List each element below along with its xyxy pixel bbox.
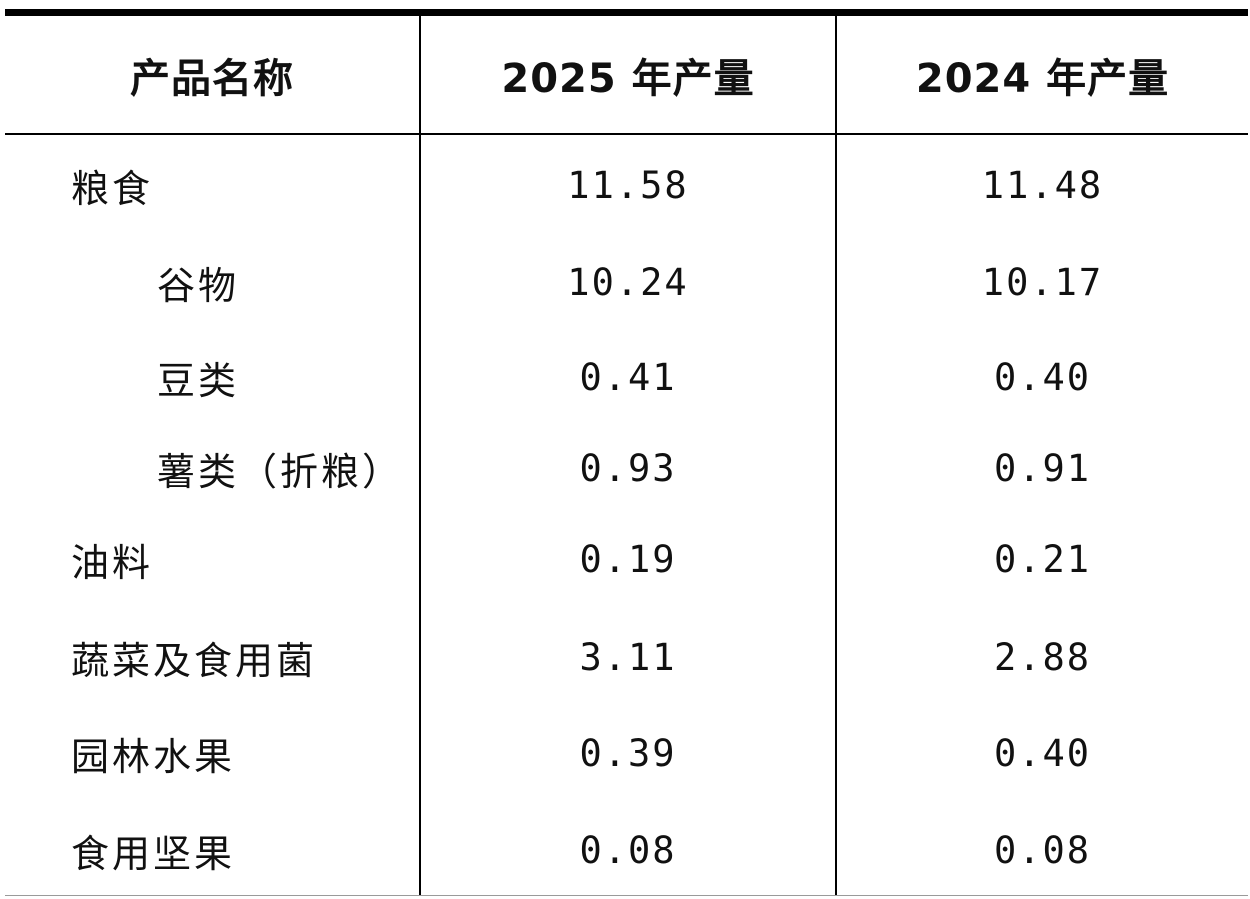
product-name: 豆类 <box>157 358 240 403</box>
table-row: 食用坚果 0.08 0.08 <box>5 810 1248 890</box>
table-row: 油料 0.19 0.21 <box>5 519 1248 599</box>
table-row: 粮食 11.58 11.48 <box>5 145 1248 225</box>
output-2024-cell: 0.40 <box>993 731 1092 775</box>
output-2024-cell: 0.40 <box>993 355 1092 399</box>
output-2024-cell: 10.17 <box>981 260 1104 304</box>
header-output-2025: 2025 年产量 <box>501 55 755 102</box>
output-2024-cell: 0.91 <box>993 446 1092 490</box>
product-name: 食用坚果 <box>71 831 236 876</box>
product-name-cell: 食用坚果 <box>5 810 419 890</box>
table-row: 蔬菜及食用菌 3.11 2.88 <box>5 617 1248 697</box>
table-row: 谷物 10.24 10.17 <box>5 242 1248 322</box>
product-name: 蔬菜及食用菌 <box>71 638 318 683</box>
output-2025-cell: 0.93 <box>579 446 677 490</box>
product-name-cell: 薯类（折粮） <box>5 428 419 508</box>
output-2024-cell: 0.08 <box>993 828 1092 872</box>
product-name: 粮食 <box>71 166 154 211</box>
output-2024-cell: 2.88 <box>993 635 1092 679</box>
output-2025-cell: 0.39 <box>579 731 677 775</box>
table-top-rule <box>5 9 1248 16</box>
output-2024-cell: 11.48 <box>981 163 1104 207</box>
product-name-cell: 豆类 <box>5 337 419 417</box>
output-2025-cell: 11.58 <box>567 163 689 207</box>
table-row: 园林水果 0.39 0.40 <box>5 713 1248 793</box>
output-2025-cell: 10.24 <box>567 260 689 304</box>
product-name-cell: 园林水果 <box>5 713 419 793</box>
product-name: 油料 <box>71 540 154 585</box>
column-divider <box>419 16 421 895</box>
output-2025-cell: 3.11 <box>579 635 677 679</box>
header-output-2024: 2024 年产量 <box>915 55 1170 102</box>
table-row: 豆类 0.41 0.40 <box>5 337 1248 417</box>
product-name: 园林水果 <box>71 734 236 779</box>
table-bottom-rule <box>5 895 1248 896</box>
product-name-cell: 蔬菜及食用菌 <box>5 617 419 697</box>
output-2024-cell: 0.21 <box>993 537 1092 581</box>
column-divider <box>835 16 837 895</box>
header-divider <box>5 133 1248 135</box>
output-2025-cell: 0.19 <box>579 537 677 581</box>
product-name-cell: 粮食 <box>5 145 419 225</box>
production-table: 产品名称 2025 年产量 2024 年产量 粮食 11.58 11.48 谷物… <box>5 9 1248 896</box>
header-product-name: 产品名称 <box>130 55 294 102</box>
output-2025-cell: 0.41 <box>579 355 677 399</box>
product-name: 薯类（折粮） <box>157 449 404 494</box>
product-name: 谷物 <box>157 263 240 308</box>
output-2025-cell: 0.08 <box>579 828 677 872</box>
table-row: 薯类（折粮） 0.93 0.91 <box>5 428 1248 508</box>
product-name-cell: 油料 <box>5 519 419 599</box>
product-name-cell: 谷物 <box>5 242 419 322</box>
